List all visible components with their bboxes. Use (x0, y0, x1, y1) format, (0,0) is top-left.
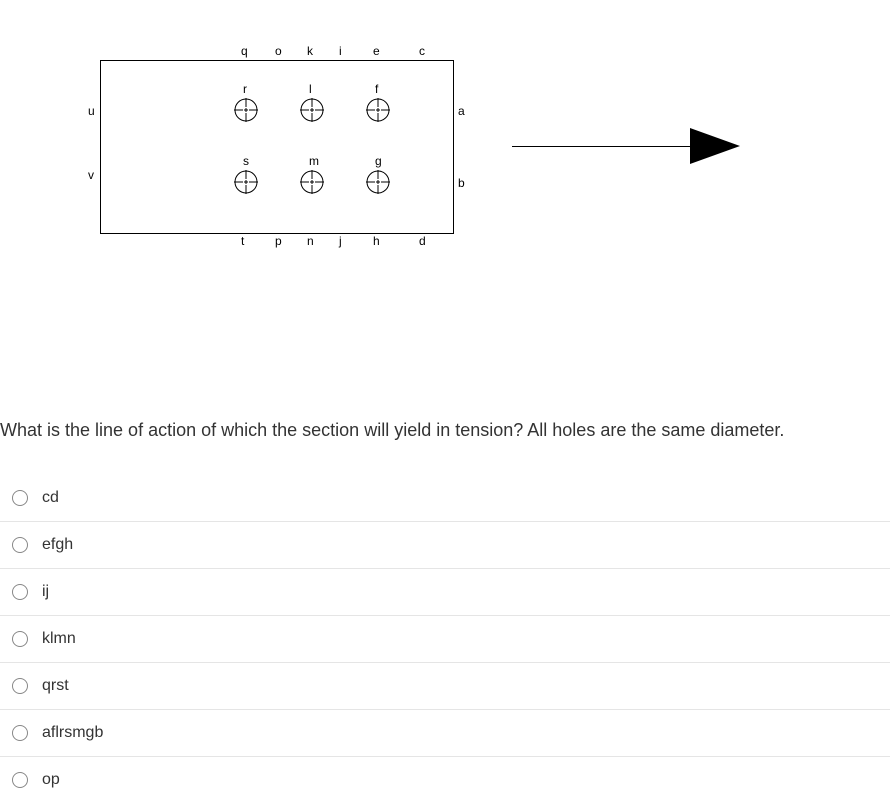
hole-m (300, 170, 324, 194)
radio-icon[interactable] (12, 631, 28, 647)
hole-g (366, 170, 390, 194)
edge-label-bottom-n: n (307, 234, 314, 248)
option-label: ij (42, 583, 49, 601)
edge-label-left-v: v (88, 168, 94, 182)
options-list: cd efgh ij klmn qrst aflrsmgb op (0, 475, 890, 803)
option-label: klmn (42, 630, 76, 648)
option-row[interactable]: klmn (0, 616, 890, 663)
hole-s (234, 170, 258, 194)
option-label: cd (42, 489, 59, 507)
edge-label-top-k: k (307, 44, 313, 58)
radio-icon[interactable] (12, 490, 28, 506)
edge-label-bottom-t: t (241, 234, 244, 248)
hole-label-l: l (309, 82, 312, 96)
edge-label-bottom-j: j (339, 234, 342, 248)
option-row[interactable]: efgh (0, 522, 890, 569)
radio-icon[interactable] (12, 725, 28, 741)
hole-label-m: m (309, 154, 319, 168)
edge-label-bottom-p: p (275, 234, 282, 248)
hole-label-r: r (243, 82, 247, 96)
option-label: op (42, 771, 60, 789)
radio-icon[interactable] (12, 537, 28, 553)
hole-r (234, 98, 258, 122)
edge-label-top-i: i (339, 44, 342, 58)
edge-label-top-o: o (275, 44, 282, 58)
diagram: rlfsmg qokiectpnjhdabuv (100, 60, 800, 240)
edge-label-right-b: b (458, 176, 465, 190)
edge-label-bottom-d: d (419, 234, 426, 248)
option-label: qrst (42, 677, 69, 695)
hole-label-s: s (243, 154, 249, 168)
option-row[interactable]: qrst (0, 663, 890, 710)
edge-label-bottom-h: h (373, 234, 380, 248)
hole-label-g: g (375, 154, 382, 168)
edge-label-top-c: c (419, 44, 425, 58)
edge-label-top-e: e (373, 44, 380, 58)
edge-label-left-u: u (88, 104, 95, 118)
plate-rectangle (100, 60, 454, 234)
hole-l (300, 98, 324, 122)
edge-label-top-q: q (241, 44, 248, 58)
option-label: efgh (42, 536, 73, 554)
question-text: What is the line of action of which the … (0, 420, 890, 441)
hole-label-f: f (375, 82, 378, 96)
option-row[interactable]: op (0, 757, 890, 803)
radio-icon[interactable] (12, 772, 28, 788)
option-row[interactable]: aflrsmgb (0, 710, 890, 757)
option-label: aflrsmgb (42, 724, 103, 742)
hole-f (366, 98, 390, 122)
option-row[interactable]: ij (0, 569, 890, 616)
option-row[interactable]: cd (0, 475, 890, 522)
edge-label-right-a: a (458, 104, 465, 118)
force-arrow-head (690, 128, 740, 164)
radio-icon[interactable] (12, 678, 28, 694)
force-arrow-line (512, 146, 690, 147)
radio-icon[interactable] (12, 584, 28, 600)
